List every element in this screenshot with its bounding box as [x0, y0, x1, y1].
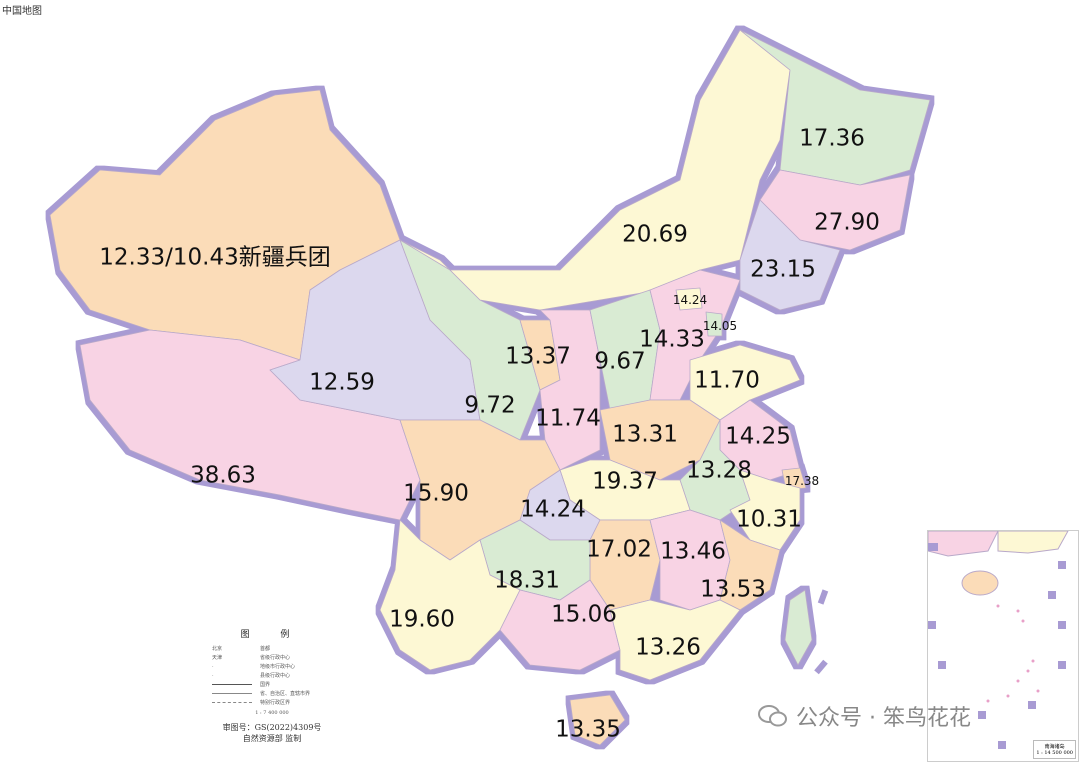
legend-heading: 图 例	[240, 630, 304, 640]
legend-label: 省级行政中心	[260, 655, 291, 661]
value-label-tianjin: 14.05	[702, 319, 738, 333]
map-title: 中国地图	[2, 6, 42, 17]
value-label-anhui: 13.28	[686, 457, 752, 484]
value-label-guizhou: 18.31	[494, 567, 560, 594]
region-inner-mongolia	[399, 29, 791, 311]
inset-guangxi	[928, 531, 999, 557]
inset-dash-line	[928, 543, 1066, 749]
watermark-text: 公众号 · 笨鸟花花	[796, 706, 971, 731]
map-legend: 图 例 北京 首都 天津 省级行政中心 · 地级市行政中心 · 县级行政中心 国界 省、…	[212, 630, 332, 743]
legend-scale: 1 : 7 400 000	[255, 710, 289, 716]
legend-label: 省、自治区、直辖市界	[260, 691, 311, 697]
wechat-icon	[758, 705, 787, 727]
region-heilongjiang	[739, 29, 931, 186]
region-hainan	[569, 694, 626, 746]
legend-item: 北京 首都	[212, 644, 332, 653]
region-guangdong	[609, 599, 741, 681]
value-label-chongqing: 14.24	[520, 496, 586, 523]
value-label-shanghai: 17.38	[784, 474, 820, 488]
legend-key: 天津	[212, 655, 223, 661]
watermark: 公众号 · 笨鸟花花	[758, 700, 971, 732]
legend-item: 天津 省级行政中心	[212, 653, 332, 662]
inset-guangdong	[997, 531, 1069, 554]
legend-label: 国界	[260, 682, 271, 688]
region-fujian	[719, 519, 781, 611]
value-label-gansu: 9.72	[464, 392, 516, 419]
legend-item: 省、自治区、直辖市界	[212, 689, 332, 698]
value-label-shandong: 11.70	[694, 367, 760, 394]
inset-islands	[986, 604, 1040, 703]
publisher: 自然资源部 监制	[242, 734, 302, 743]
value-label-yunnan: 19.60	[389, 606, 455, 633]
approval-number: 审图号：GS(2022)4309号	[222, 723, 322, 732]
value-label-sichuan: 15.90	[403, 480, 469, 507]
value-label-hubei: 19.37	[592, 468, 658, 495]
region-taiwan	[784, 589, 813, 666]
inset-svg	[928, 531, 1069, 749]
legend-line-provincial	[212, 693, 252, 694]
inset-scale: 1 : 14 500 000	[1036, 750, 1073, 756]
legend-item: · 县级行政中心	[212, 671, 332, 680]
legend-key: ·	[212, 663, 214, 670]
region-beijing	[675, 287, 703, 311]
value-label-guangdong: 13.26	[635, 634, 701, 661]
value-label-ningxia: 13.37	[505, 343, 571, 370]
value-label-fujian: 13.53	[700, 576, 766, 603]
legend-label: 特别行政区界	[260, 700, 291, 706]
legend-line-national	[212, 684, 252, 685]
legend-item: 国界	[212, 680, 332, 689]
value-label-tibet: 38.63	[190, 462, 256, 489]
value-label-hunan: 17.02	[586, 536, 652, 563]
legend-item: · 地级市行政中心	[212, 662, 332, 671]
inset-hainan	[961, 570, 999, 596]
inset-caption: 南海诸岛 1 : 14 500 000	[1033, 740, 1076, 759]
south-sea-dash-line	[814, 589, 829, 675]
legend-label: 县级行政中心	[260, 673, 291, 679]
value-label-heilongjiang: 17.36	[799, 125, 865, 152]
legend-label: 地级市行政中心	[260, 664, 296, 670]
value-label-inner-mongolia: 20.69	[622, 221, 688, 248]
legend-key: ·	[212, 672, 214, 679]
south-china-sea-inset: 南海诸岛 1 : 14 500 000	[927, 530, 1079, 762]
legend-label: 首都	[260, 646, 271, 652]
region-liaoning	[739, 199, 841, 311]
legend-line-sar	[212, 702, 252, 703]
value-label-hebei: 14.33	[639, 326, 705, 353]
value-label-shaanxi: 11.74	[535, 405, 601, 432]
value-label-qinghai: 12.59	[309, 369, 375, 396]
legend-item: 特别行政区界	[212, 698, 332, 707]
value-label-jilin: 27.90	[814, 209, 880, 236]
value-label-guangxi: 15.06	[551, 601, 617, 628]
value-label-xinjiang: 12.33/10.43新疆兵团	[99, 244, 331, 271]
value-label-liaoning: 23.15	[750, 256, 816, 283]
value-label-jiangsu: 14.25	[725, 423, 791, 450]
value-label-jiangxi: 13.46	[660, 538, 726, 565]
value-label-hainan: 13.35	[555, 716, 621, 743]
region-tianjin	[705, 311, 723, 337]
value-label-shanxi: 9.67	[594, 348, 646, 375]
legend-key: 北京	[212, 646, 223, 652]
value-label-zhejiang: 10.31	[736, 506, 802, 533]
inset-name: 南海诸岛	[1044, 744, 1065, 750]
value-label-henan: 13.31	[612, 421, 678, 448]
value-label-beijing: 14.24	[672, 293, 708, 307]
